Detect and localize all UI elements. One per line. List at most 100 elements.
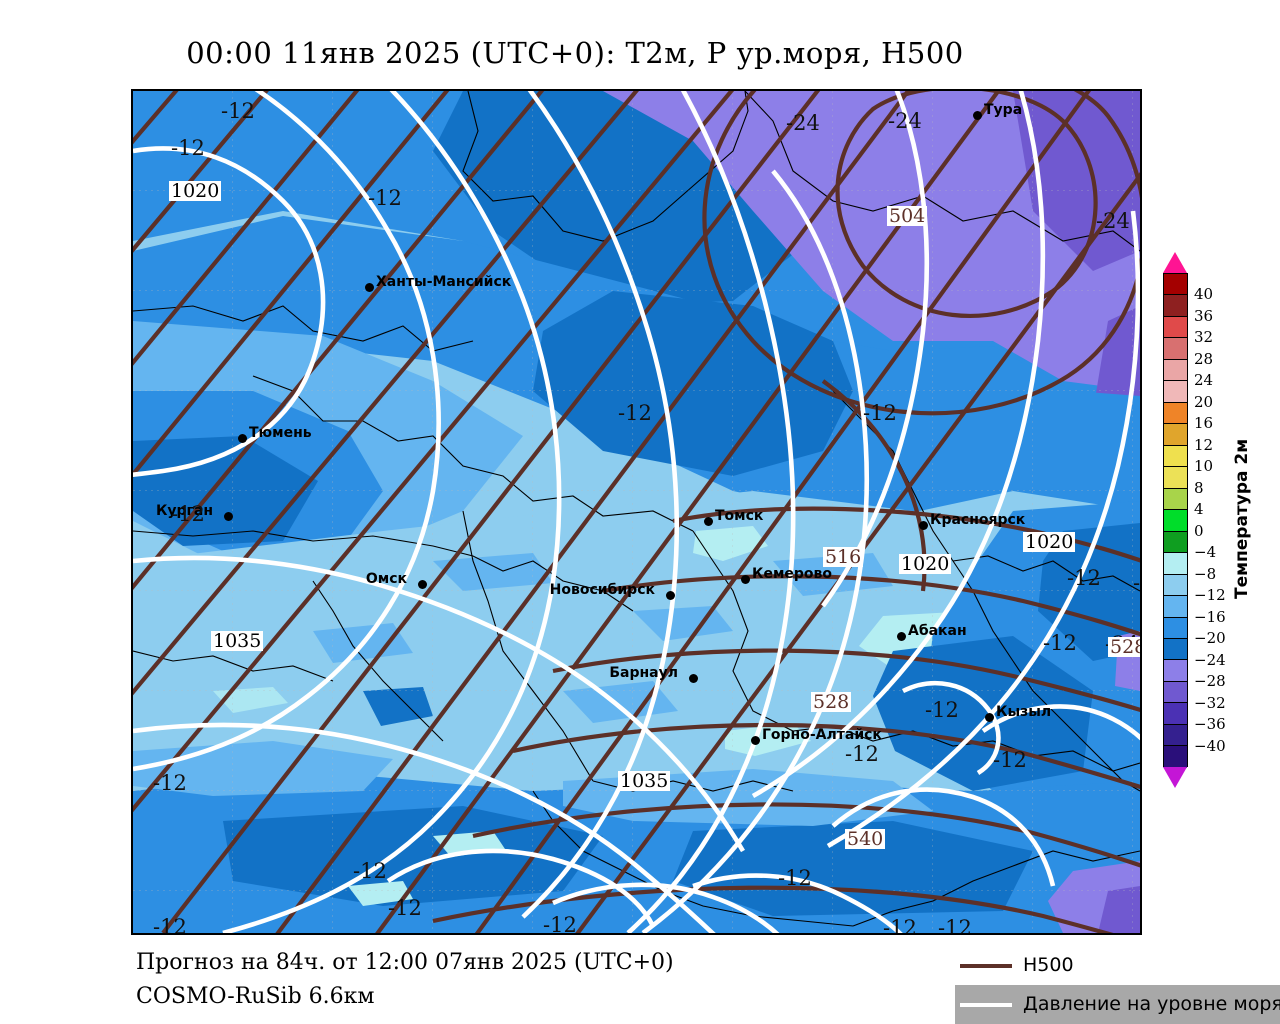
colorbar-segment	[1164, 681, 1187, 704]
city-dot-icon	[973, 111, 982, 120]
pressure-contours	[133, 91, 1140, 933]
temperature-label: -12	[778, 866, 812, 890]
city-dot-icon	[704, 517, 713, 526]
legend-row-h500: H500	[955, 946, 1280, 985]
h500-legend-line	[960, 964, 1012, 968]
colorbar-scale	[1163, 273, 1188, 768]
h500-legend-label: H500	[1023, 954, 1074, 976]
pressure-label: 1020	[1023, 531, 1076, 553]
city-dot-icon	[985, 713, 994, 722]
temperature-label: -12	[1043, 631, 1077, 655]
temperature-label: -12	[938, 916, 972, 935]
city-dot-icon	[666, 591, 675, 600]
colorbar-tick: 40	[1194, 285, 1214, 304]
pressure-legend-label: Давление на уровне моря	[1023, 993, 1280, 1015]
city-dot-icon	[418, 580, 427, 589]
colorbar-segment	[1164, 531, 1187, 554]
colorbar-tick: 20	[1194, 392, 1214, 411]
colorbar-segment	[1164, 638, 1187, 661]
temperature-label: -12	[153, 915, 187, 935]
colorbar-segment	[1164, 617, 1187, 639]
colorbar-tick: −12	[1194, 586, 1226, 605]
colorbar-tick: −24	[1194, 650, 1226, 669]
colorbar-segment	[1164, 553, 1187, 575]
h500-label: 528	[1108, 637, 1140, 657]
colorbar-segment	[1164, 574, 1187, 597]
colorbar-segment	[1164, 338, 1187, 360]
h500-label: 540	[845, 828, 886, 850]
temperature-label: -12	[171, 136, 205, 160]
city-label: Горно-Алтайск	[762, 727, 882, 743]
temperature-label: -12	[221, 99, 255, 123]
temperature-label: -12	[153, 771, 187, 795]
colorbar-title: Температура 2м	[1232, 438, 1252, 599]
colorbar-tick: 16	[1194, 414, 1214, 433]
colorbar-tick: −32	[1194, 693, 1226, 712]
city-label: Абакан	[908, 623, 967, 639]
temperature-label: -12	[618, 401, 652, 425]
colorbar-tick: 0	[1194, 521, 1204, 540]
colorbar-tick: 12	[1194, 435, 1214, 454]
colorbar-segment	[1164, 510, 1187, 532]
colorbar-segment	[1164, 402, 1187, 425]
city-label: Кемерово	[752, 566, 832, 582]
pressure-label: 1035	[618, 770, 671, 792]
colorbar-segment	[1164, 445, 1187, 468]
colorbar-over-arrow	[1163, 252, 1187, 273]
city-label: Кызыл	[996, 704, 1052, 720]
h500-label: 504	[887, 205, 928, 227]
colorbar-segment	[1164, 596, 1187, 618]
temperature-label: -12	[925, 698, 959, 722]
pressure-legend-line	[960, 1003, 1012, 1007]
city-dot-icon	[238, 434, 247, 443]
city-label: Красноярск	[930, 512, 1026, 528]
pressure-label: 1020	[169, 180, 222, 202]
forecast-info: Прогноз на 84ч. от 12:00 07янв 2025 (UTC…	[136, 950, 674, 975]
colorbar-segment	[1164, 488, 1187, 511]
temperature-label: -12	[883, 916, 917, 935]
city-label: Тюмень	[249, 425, 312, 441]
temperature-field	[133, 91, 1140, 933]
city-label: Барнаул	[609, 665, 678, 681]
colorbar-segment	[1164, 703, 1187, 725]
colorbar-tick: 10	[1194, 457, 1214, 476]
colorbar-segment	[1164, 724, 1187, 747]
city-label: Томск	[715, 508, 764, 524]
colorbar-segment	[1164, 424, 1187, 446]
city-dot-icon	[751, 736, 760, 745]
colorbar-tick: 24	[1194, 371, 1214, 390]
model-name: COSMO-RuSib 6.6км	[136, 984, 375, 1009]
city-label: Курган	[155, 503, 213, 519]
temperature-label: -12	[1067, 566, 1101, 590]
temperature-label: -12	[1133, 571, 1141, 595]
map-canvas	[133, 91, 1140, 933]
colorbar-tick: −4	[1194, 543, 1217, 562]
city-dot-icon	[689, 674, 698, 683]
colorbar-segment	[1164, 381, 1187, 403]
legend-row-pressure: Давление на уровне моря	[955, 985, 1280, 1024]
colorbar-tick: 28	[1194, 349, 1214, 368]
colorbar-tick: 8	[1194, 478, 1204, 497]
h500-label: 528	[811, 691, 852, 713]
h500-label: 516	[823, 546, 864, 568]
colorbar-segment	[1164, 295, 1187, 317]
temperature-label: -12	[543, 913, 577, 935]
colorbar-under-arrow	[1163, 767, 1187, 788]
city-label: Ханты-Мансийск	[376, 274, 512, 290]
pressure-label: 1035	[211, 630, 264, 652]
colorbar-tick: −8	[1194, 564, 1217, 583]
city-dot-icon	[224, 512, 233, 521]
colorbar-tick: −20	[1194, 629, 1226, 648]
administrative-borders	[133, 91, 1140, 927]
colorbar-segment	[1164, 359, 1187, 382]
city-dot-icon	[897, 632, 906, 641]
city-dot-icon	[741, 575, 750, 584]
colorbar-segment	[1164, 660, 1187, 682]
colorbar-tick: 4	[1194, 500, 1204, 519]
colorbar-segment	[1164, 746, 1187, 768]
temperature-label: -12	[388, 896, 422, 920]
temperature-label: -24	[1096, 209, 1130, 233]
colorbar-tick: −28	[1194, 672, 1226, 691]
page-title: 00:00 11янв 2025 (UTC+0): T2м, P ур.моря…	[186, 36, 964, 70]
city-label: Тура	[984, 102, 1023, 118]
